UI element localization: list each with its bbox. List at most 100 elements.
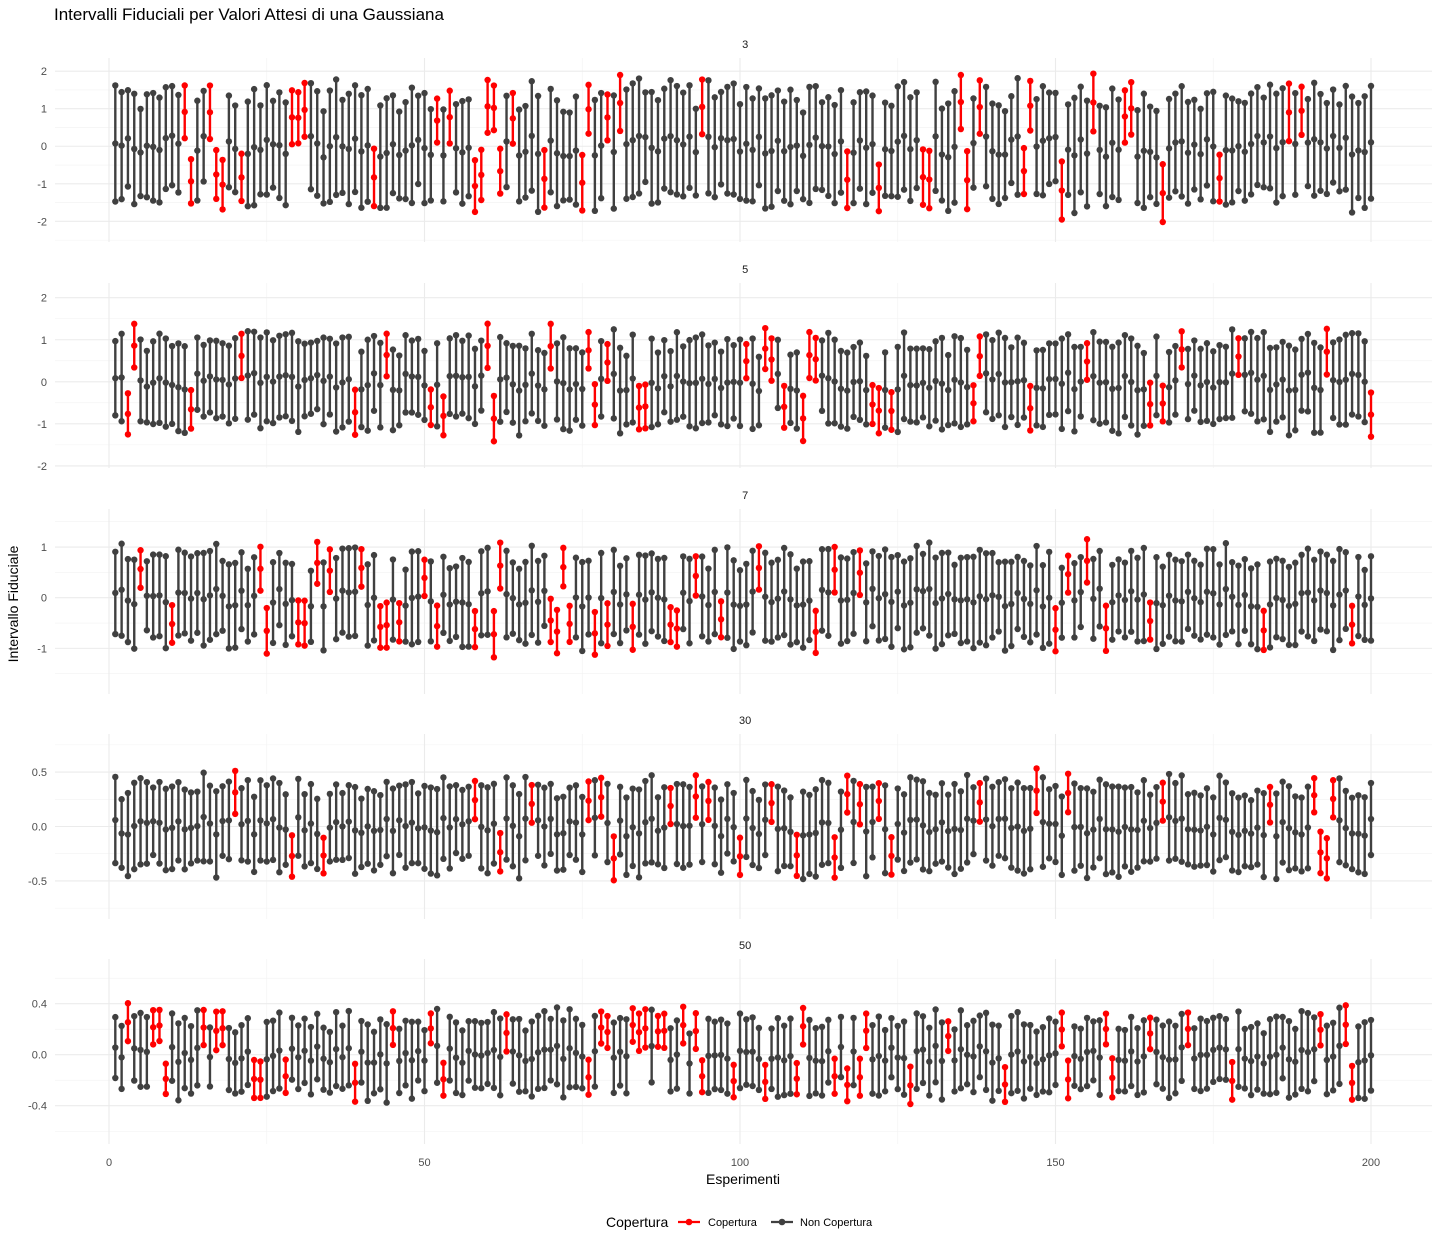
interval-upper-point xyxy=(1285,1017,1293,1025)
interval-lower-point xyxy=(642,860,649,867)
interval-center-point xyxy=(945,827,952,835)
interval-center-point xyxy=(345,1045,352,1052)
interval-lower-point xyxy=(1064,589,1072,596)
interval-upper-point xyxy=(1064,331,1072,338)
interval-upper-point xyxy=(661,554,668,562)
interval-center-point xyxy=(875,184,883,192)
interval-lower-point xyxy=(478,1085,485,1092)
interval-upper-point xyxy=(1039,774,1047,781)
interval-upper-point xyxy=(200,1006,207,1014)
interval-upper-point xyxy=(440,393,447,400)
interval-upper-point xyxy=(926,789,933,797)
interval-center-point xyxy=(1058,832,1066,839)
interval-center-point xyxy=(1052,626,1059,633)
interval-center-point xyxy=(1096,146,1103,154)
interval-center-point xyxy=(1146,148,1154,156)
interval-center-point xyxy=(295,383,302,390)
interval-upper-point xyxy=(825,779,832,787)
interval-center-point xyxy=(793,602,800,609)
interval-center-point xyxy=(1292,829,1299,836)
interval-center-point xyxy=(579,1053,586,1060)
interval-upper-point xyxy=(610,1019,617,1026)
interval-lower-point xyxy=(118,418,125,425)
interval-center-point xyxy=(1027,1053,1034,1061)
interval-upper-point xyxy=(579,793,586,801)
interval-center-point xyxy=(137,565,144,573)
interval-center-point xyxy=(610,588,617,596)
interval-center-point xyxy=(907,1082,914,1089)
interval-upper-point xyxy=(926,147,933,155)
interval-center-point xyxy=(850,1048,857,1055)
interval-center-point xyxy=(1292,1058,1299,1065)
interval-center-point xyxy=(225,138,233,145)
interval-upper-point xyxy=(143,778,151,786)
interval-upper-point xyxy=(560,793,567,800)
interval-upper-point xyxy=(478,548,485,555)
interval-lower-point xyxy=(875,815,883,823)
interval-center-point xyxy=(547,617,554,624)
interval-upper-point xyxy=(503,92,510,100)
interval-center-point xyxy=(478,823,485,831)
interval-center-point xyxy=(471,1051,479,1058)
interval-lower-point xyxy=(1109,427,1116,434)
interval-lower-point xyxy=(762,851,769,859)
interval-upper-point xyxy=(1266,783,1274,791)
facet-panel-50: 50-0.40.00.4 xyxy=(28,940,1432,1144)
interval-lower-point xyxy=(553,202,561,210)
interval-lower-point xyxy=(1292,427,1299,434)
interval-upper-point xyxy=(547,1015,554,1023)
interval-upper-point xyxy=(610,833,617,840)
interval-center-point xyxy=(509,1048,517,1055)
interval-upper-point xyxy=(616,344,624,352)
interval-upper-point xyxy=(1317,1010,1324,1018)
interval-lower-point xyxy=(168,639,176,646)
interval-lower-point xyxy=(465,852,472,859)
interval-lower-point xyxy=(888,871,895,878)
interval-lower-point xyxy=(162,1090,169,1098)
interval-lower-point xyxy=(629,646,636,653)
interval-center-point xyxy=(1210,143,1217,150)
interval-lower-point xyxy=(1058,1043,1066,1050)
interval-center-point xyxy=(743,357,750,365)
interval-center-point xyxy=(698,1073,706,1080)
interval-lower-point xyxy=(642,178,649,186)
interval-center-point xyxy=(1273,1051,1280,1058)
interval-center-point xyxy=(112,375,119,382)
interval-lower-point xyxy=(1260,1090,1267,1097)
interval-lower-point xyxy=(326,588,334,596)
interval-lower-point xyxy=(1342,862,1349,869)
interval-upper-point xyxy=(383,95,390,102)
interval-center-point xyxy=(1045,1052,1053,1059)
interval-center-point xyxy=(673,1051,681,1058)
interval-center-point xyxy=(818,142,826,150)
interval-upper-point xyxy=(585,328,592,336)
interval-lower-point xyxy=(1292,641,1299,649)
interval-upper-point xyxy=(1361,338,1368,345)
interval-lower-point xyxy=(1266,185,1274,192)
interval-center-point xyxy=(1311,384,1318,392)
interval-lower-point xyxy=(1071,1082,1078,1089)
interval-lower-point xyxy=(1121,139,1129,146)
facet-strip-label: 50 xyxy=(739,940,751,952)
interval-center-point xyxy=(894,588,901,595)
interval-upper-point xyxy=(749,547,756,554)
interval-center-point xyxy=(1216,378,1223,386)
interval-upper-point xyxy=(919,778,927,785)
interval-lower-point xyxy=(1115,628,1122,635)
interval-upper-point xyxy=(194,1007,201,1014)
interval-upper-point xyxy=(1071,1023,1078,1030)
interval-upper-point xyxy=(1184,345,1192,353)
interval-upper-point xyxy=(825,545,832,553)
interval-upper-point xyxy=(1172,342,1179,350)
interval-center-point xyxy=(168,381,176,389)
interval-lower-point xyxy=(780,197,788,204)
interval-upper-point xyxy=(818,99,826,106)
interval-upper-point xyxy=(232,102,239,109)
interval-upper-point xyxy=(907,774,914,781)
interval-lower-point xyxy=(402,864,409,871)
interval-lower-point xyxy=(553,867,561,874)
interval-upper-point xyxy=(982,775,990,782)
interval-lower-point xyxy=(749,425,756,433)
interval-center-point xyxy=(219,1025,226,1032)
interval-center-point xyxy=(900,1054,908,1062)
